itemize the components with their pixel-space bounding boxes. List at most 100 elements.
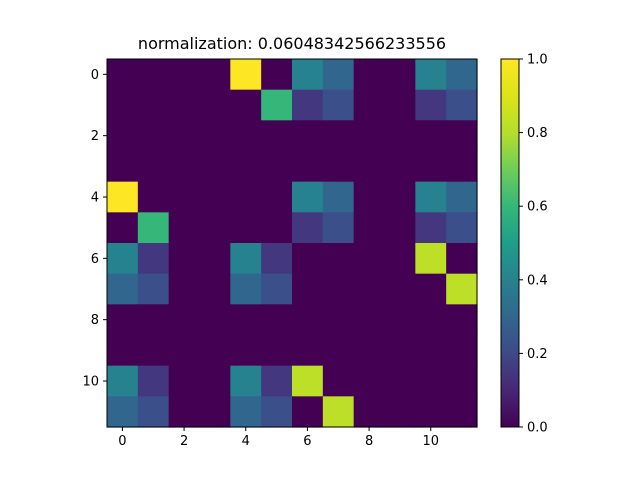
heatmap-cell <box>384 151 416 183</box>
heatmap-cell <box>292 212 324 244</box>
heatmap-cell <box>292 151 324 183</box>
heatmap-cell <box>353 120 386 152</box>
heatmap-cell <box>415 212 447 244</box>
heatmap-cell <box>322 120 355 152</box>
heatmap-cell <box>322 273 355 305</box>
heatmap-cell <box>199 212 231 244</box>
colorbar-tick-label: 1.0 <box>527 53 548 68</box>
heatmap-cell <box>446 365 478 397</box>
heatmap-cell <box>415 304 447 336</box>
heatmap-cell <box>107 181 139 213</box>
heatmap-cell <box>446 273 478 305</box>
x-tick-label: 6 <box>303 434 311 449</box>
heatmap-cell <box>168 273 201 305</box>
heatmap-cell <box>199 273 231 305</box>
heatmap-cell <box>261 59 293 91</box>
heatmap-cell <box>384 212 416 244</box>
heatmap-cell <box>168 243 201 275</box>
heatmap-cell <box>322 396 355 428</box>
y-axis: 0 2 4 6 8 10 <box>82 68 107 390</box>
heatmap-cell <box>261 304 293 336</box>
heatmap-cell <box>199 181 231 213</box>
heatmap-cell <box>446 120 478 152</box>
heatmap-cell <box>415 89 447 121</box>
heatmap-cell <box>168 335 201 367</box>
heatmap-cell <box>415 335 447 367</box>
heatmap-cell <box>230 365 262 397</box>
heatmap-cell <box>353 212 386 244</box>
heatmap-cell <box>384 120 416 152</box>
x-tick-label: 0 <box>118 434 126 449</box>
heatmap-cell <box>168 120 201 152</box>
heatmap-cell <box>322 151 355 183</box>
heatmap-cell <box>322 181 355 213</box>
heatmap-cell <box>230 396 262 428</box>
heatmap-cell <box>199 120 231 152</box>
heatmap-cell <box>137 365 170 397</box>
heatmap-cell <box>261 151 293 183</box>
heatmap-cell <box>199 89 231 121</box>
heatmap-cell <box>230 181 262 213</box>
heatmap-cell <box>384 243 416 275</box>
x-tick-label: 10 <box>422 434 439 449</box>
heatmap-cell <box>384 304 416 336</box>
heatmap-cell <box>199 59 231 91</box>
heatmap-cell <box>168 304 201 336</box>
heatmap-cell <box>415 365 447 397</box>
heatmap-cell <box>230 151 262 183</box>
heatmap-cell <box>199 243 231 275</box>
heatmap-cell <box>322 365 355 397</box>
colorbar-tick-label: 0.6 <box>527 200 548 215</box>
heatmap-cell <box>107 396 139 428</box>
heatmap-cell <box>384 365 416 397</box>
heatmap-cell <box>261 212 293 244</box>
heatmap-cell <box>353 396 386 428</box>
heatmap-cell <box>384 396 416 428</box>
heatmap-cell <box>137 396 170 428</box>
heatmap-cell <box>446 59 478 91</box>
heatmap-cell <box>199 365 231 397</box>
heatmap-cell <box>107 304 139 336</box>
heatmap-cell <box>168 212 201 244</box>
heatmap-cell <box>322 59 355 91</box>
heatmap-cell <box>168 365 201 397</box>
heatmap-cell <box>415 273 447 305</box>
heatmap-cell <box>415 243 447 275</box>
heatmap-frame <box>106 58 478 428</box>
heatmap-cell <box>292 304 324 336</box>
heatmap-cell <box>292 243 324 275</box>
heatmap-cell <box>199 151 231 183</box>
heatmap-cell <box>353 59 386 91</box>
heatmap-cell <box>292 273 324 305</box>
chart-title: normalization: 0.06048342566233556 <box>138 34 446 53</box>
heatmap-cell <box>137 59 170 91</box>
heatmap-cell <box>384 181 416 213</box>
heatmap-cell <box>230 304 262 336</box>
heatmap-cell <box>446 335 478 367</box>
heatmap-cell <box>199 304 231 336</box>
heatmap-cell <box>384 89 416 121</box>
x-tick-label: 8 <box>365 434 373 449</box>
colorbar-tick-label: 0.2 <box>527 347 548 362</box>
heatmap-cell <box>107 89 139 121</box>
heatmap-cell <box>353 151 386 183</box>
heatmap-cell <box>168 181 201 213</box>
heatmap-cell <box>261 273 293 305</box>
heatmap-cell <box>353 181 386 213</box>
heatmap-cell <box>230 243 262 275</box>
heatmap-cell <box>446 89 478 121</box>
heatmap-cell <box>261 120 293 152</box>
heatmap-cell <box>292 335 324 367</box>
heatmap-cell <box>107 365 139 397</box>
heatmap-cell <box>261 181 293 213</box>
heatmap-cell <box>137 243 170 275</box>
heatmap <box>107 59 478 428</box>
heatmap-cell <box>292 181 324 213</box>
heatmap-cell <box>107 59 139 91</box>
heatmap-cell <box>107 151 139 183</box>
heatmap-cell <box>384 273 416 305</box>
heatmap-cell <box>261 396 293 428</box>
heatmap-cell <box>384 335 416 367</box>
x-tick-label: 4 <box>242 434 250 449</box>
